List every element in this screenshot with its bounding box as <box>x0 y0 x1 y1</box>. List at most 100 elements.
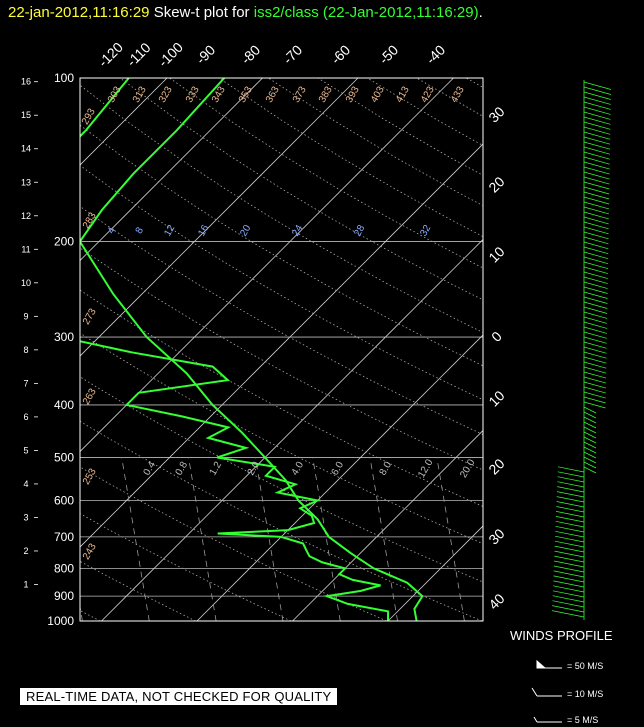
dry-adiabat <box>80 513 292 621</box>
wind-barb <box>583 216 609 225</box>
wind-barb <box>583 361 607 369</box>
dry-adiabat <box>80 376 483 583</box>
height-tick-label: 12 <box>21 211 31 221</box>
wind-barb <box>583 126 611 135</box>
wind-barb <box>583 431 597 439</box>
title-end-label: . <box>478 4 483 21</box>
wind-barb <box>583 156 610 165</box>
mixing-ratio-label: 20 <box>238 223 253 239</box>
top-temperature-label: -110 <box>123 39 154 70</box>
dry-adiabat <box>80 124 483 367</box>
mixing-ratio-label: 4 <box>106 225 119 236</box>
pressure-tick-label: 1000 <box>47 614 74 628</box>
wind-barb <box>583 276 608 284</box>
dry-adiabat-label: 433 <box>449 84 467 104</box>
dry-adiabat-label: 323 <box>157 84 175 104</box>
wind-barb <box>554 560 585 568</box>
wind-barb <box>583 91 611 100</box>
height-tick-label: 16 <box>21 77 31 87</box>
dry-adiabat <box>367 78 483 146</box>
wind-barb <box>583 406 597 414</box>
dry-adiabat <box>80 247 483 471</box>
dry-adiabat-label: 273 <box>81 306 99 326</box>
dry-adiabat-label: 283 <box>81 210 99 230</box>
winds-legend-10: = 10 M/S <box>567 689 603 699</box>
wind-barb <box>583 161 610 170</box>
wind-barb <box>583 391 606 399</box>
wind-barb <box>583 451 597 459</box>
dry-adiabat-label: 343 <box>210 84 228 104</box>
pressure-tick-label: 300 <box>54 330 74 344</box>
mixing-ratio-line <box>504 458 532 621</box>
plot-frame <box>79 77 484 622</box>
height-tick-label: 15 <box>21 110 31 120</box>
wind-barb <box>583 426 597 434</box>
dry-adiabat-label: 333 <box>184 84 202 104</box>
wind-barb <box>583 266 608 274</box>
moist-label: 0.8 <box>174 460 191 478</box>
dewpoint-trace <box>80 78 390 621</box>
wind-barb <box>583 201 610 210</box>
winds-legend-50: = 50 M/S <box>567 661 603 671</box>
wind-barb <box>556 511 585 518</box>
wind-barb <box>556 491 585 498</box>
pressure-tick-label: 600 <box>54 494 74 508</box>
mixing-ratio-line <box>255 457 284 621</box>
mixing-ratio-label: 12 <box>162 223 177 239</box>
right-temperature-label: 20 <box>485 173 507 195</box>
mixing-ratio-line <box>121 457 150 621</box>
wind-barb <box>583 331 607 339</box>
dry-adiabat <box>80 560 196 621</box>
wind-barb <box>583 81 612 90</box>
wind-barb <box>554 540 585 548</box>
wind-barb <box>583 206 609 215</box>
top-temperature-label: -90 <box>193 42 219 68</box>
top-temperature-label: -120 <box>95 39 126 70</box>
wind-barb <box>552 600 585 608</box>
plot-header: 22-jan-2012,11:16:29 Skew-t plot for iss… <box>8 4 483 21</box>
wind-barb <box>583 251 609 260</box>
dry-adiabat <box>80 84 483 333</box>
wind-barb <box>583 121 611 130</box>
wind-barb <box>583 286 608 294</box>
mixing-ratio-line <box>436 457 465 621</box>
wind-barb <box>583 401 606 409</box>
wind-barb <box>556 506 585 513</box>
wind-barb <box>583 341 607 349</box>
wind-barb <box>583 171 610 180</box>
wind-barb <box>583 231 609 240</box>
wind-barb <box>555 530 585 538</box>
wind-barb <box>583 176 610 185</box>
dry-adiabat <box>317 78 483 176</box>
isotherm-line <box>80 78 263 262</box>
moist-label: 20.0 <box>458 457 477 480</box>
wind-barb <box>583 436 597 444</box>
wind-barb-10-icon <box>531 687 562 697</box>
wind-barb <box>583 386 606 394</box>
wind-barb <box>556 501 585 508</box>
height-tick-label: 3 <box>23 512 28 522</box>
wind-barb <box>555 516 585 523</box>
wind-barb <box>583 301 608 309</box>
height-tick-label: 4 <box>23 479 28 489</box>
top-temperature-label: -60 <box>328 42 354 68</box>
dry-adiabat-label: 363 <box>264 84 282 104</box>
mixing-ratio-line <box>312 457 341 621</box>
wind-barb <box>552 605 585 613</box>
isotherm-line <box>292 429 483 621</box>
mixing-ratio-line <box>0 458 6 621</box>
wind-barb <box>583 421 597 429</box>
isotherm-line <box>101 238 483 621</box>
isotherm-line <box>80 78 454 453</box>
wind-barb <box>583 336 607 344</box>
wind-barb <box>553 585 585 593</box>
dry-adiabat-label: 293 <box>80 106 98 126</box>
right-temperature-label: 30 <box>485 103 507 125</box>
wind-barb <box>583 191 610 200</box>
mixing-ratio-label: 16 <box>196 223 211 239</box>
wind-barb <box>557 481 585 488</box>
wind-barb <box>583 326 607 334</box>
wind-barb-5-icon <box>533 716 562 723</box>
wind-barb <box>583 461 597 469</box>
isotherm-line <box>80 143 483 548</box>
